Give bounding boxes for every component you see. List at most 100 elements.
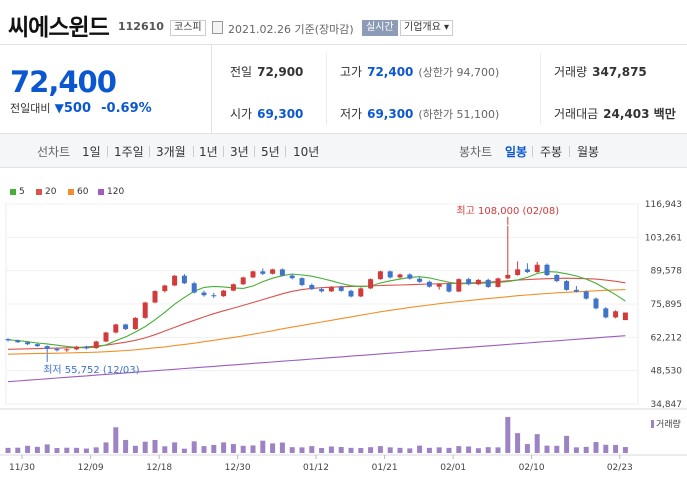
period-1d[interactable]: 1일 <box>82 145 101 159</box>
volume-bar <box>593 442 599 453</box>
volume-bar <box>181 448 187 453</box>
candle-body <box>172 275 178 286</box>
period-3y[interactable]: 3년 <box>230 145 249 159</box>
stat-open: 시가 69,300 <box>230 105 303 122</box>
volume-bar <box>123 439 129 453</box>
chart-toolbar: 선차트 1일 1주일 3개월 1년 3년 5년 10년 봉차트 일봉 주봉 월봉 <box>0 134 687 168</box>
volume-bar <box>289 447 295 453</box>
candle-body <box>103 332 109 342</box>
stock-name: 씨에스윈드 <box>8 15 110 41</box>
volume-bar <box>172 442 178 453</box>
candle-body <box>495 278 501 287</box>
change-percent: -0.69% <box>101 101 152 116</box>
x-tick-label: 11/30 <box>9 463 35 473</box>
y-tick-label: 103,261 <box>645 233 682 243</box>
company-overview-dropdown[interactable]: 기업개요 ▾ <box>400 20 453 36</box>
candle-body <box>250 271 256 278</box>
candle-body <box>211 295 217 297</box>
grid-lines <box>6 203 638 405</box>
current-price: 72,400 <box>10 65 117 99</box>
legend-ma5: 5 <box>10 187 25 197</box>
volume-bar <box>319 448 325 453</box>
candle-body <box>534 264 540 273</box>
volume-bar <box>74 447 80 453</box>
legend-swatch <box>36 188 42 195</box>
stat-label: 고가 <box>340 65 363 79</box>
line-chart-label[interactable]: 선차트 <box>37 145 71 159</box>
volume-bar <box>544 445 550 453</box>
volume-bar <box>328 446 334 453</box>
period-1w[interactable]: 1주일 <box>114 145 144 159</box>
candle-body <box>83 346 89 349</box>
candle-body <box>387 271 393 278</box>
y-tick-label: 89,578 <box>651 267 683 277</box>
x-tick-label: 02/10 <box>519 463 545 473</box>
candle-body <box>593 298 599 309</box>
candle-weekly[interactable]: 주봉 <box>540 145 563 159</box>
y-tick-label: 48,530 <box>651 367 683 377</box>
volume-bar <box>221 442 227 453</box>
candle-body <box>64 349 70 351</box>
candle-body <box>181 275 187 284</box>
volume-bar <box>534 434 540 453</box>
candle-body <box>436 284 442 287</box>
x-tick-label: 01/12 <box>303 463 329 473</box>
period-5y[interactable]: 5년 <box>261 145 280 159</box>
volume-bar <box>64 447 70 453</box>
stat-volume: 거래량 347,875 <box>554 63 647 80</box>
stat-label: 시가 <box>230 107 253 121</box>
candle-body <box>554 274 560 282</box>
candle-daily[interactable]: 일봉 <box>505 145 528 159</box>
candle-body <box>446 284 452 292</box>
volume-bar <box>44 444 50 453</box>
stat-prev-close: 전일 72,900 <box>230 63 303 80</box>
candle-monthly[interactable]: 월봉 <box>577 145 600 159</box>
volume-bar <box>25 445 31 453</box>
stat-value: 347,875 <box>592 65 647 79</box>
candle-chart-label[interactable]: 봉차트 <box>459 145 493 159</box>
volume-label: 거래량 <box>656 418 681 430</box>
volume-bar <box>240 445 246 453</box>
volume-bar <box>387 447 393 453</box>
volume-bar <box>564 435 570 453</box>
market-badge: 코스피 <box>170 20 206 36</box>
volume-bar <box>456 446 462 453</box>
stat-value: 69,300 <box>257 107 304 121</box>
candle-body <box>544 264 550 275</box>
volume-bar <box>230 444 236 453</box>
stat-value: 24,403 백만 <box>603 107 676 121</box>
divider <box>326 53 327 125</box>
volume-bar <box>5 447 11 453</box>
realtime-button[interactable]: 실시간 <box>362 20 398 36</box>
volume-bar <box>505 417 511 453</box>
volume-bar <box>152 439 158 453</box>
period-1y[interactable]: 1년 <box>199 145 218 159</box>
stock-code: 112610 <box>118 20 164 33</box>
volume-bar <box>34 446 40 453</box>
candle-body <box>622 312 628 321</box>
y-axis-ticks: 116,943 103,261 89,578 75,895 62,212 48,530 34… <box>645 200 682 410</box>
volume-series <box>5 417 628 453</box>
candle-body <box>132 317 138 330</box>
y-tick-label: 62,212 <box>651 333 683 343</box>
period-10y[interactable]: 10년 <box>293 145 320 159</box>
candle-body <box>289 275 295 279</box>
volume-bar <box>260 440 266 453</box>
volume-bar <box>54 448 60 453</box>
stat-value: 72,400 <box>367 65 414 79</box>
moving-average-lines <box>7 271 626 383</box>
price-chart[interactable]: 116,943 103,261 89,578 75,895 62,212 48,530 34… <box>0 168 687 488</box>
candle-body <box>417 278 423 282</box>
volume-bar <box>446 447 452 453</box>
volume-bar <box>250 445 256 453</box>
volume-bar <box>368 447 374 453</box>
candle-body <box>162 285 168 292</box>
stat-label: 거래량 <box>554 65 588 79</box>
volume-bar <box>573 447 579 453</box>
candle-body <box>368 279 374 289</box>
candle-body <box>583 291 589 299</box>
candle-body <box>44 346 50 349</box>
candle-body <box>123 324 129 330</box>
period-3m[interactable]: 3개월 <box>156 145 186 159</box>
candle-body <box>397 274 403 278</box>
